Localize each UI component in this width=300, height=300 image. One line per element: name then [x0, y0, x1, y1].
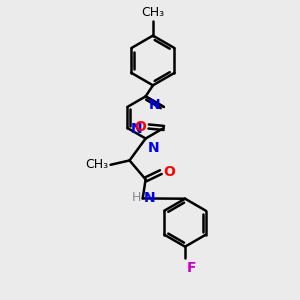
Text: N: N	[149, 98, 160, 112]
Text: N: N	[131, 122, 142, 136]
Text: F: F	[187, 261, 196, 275]
Text: N: N	[144, 191, 156, 206]
Text: CH₃: CH₃	[141, 6, 164, 19]
Text: O: O	[163, 165, 175, 179]
Text: O: O	[134, 119, 146, 134]
Text: N: N	[148, 141, 160, 155]
Text: H: H	[132, 191, 141, 204]
Text: CH₃: CH₃	[85, 158, 108, 171]
